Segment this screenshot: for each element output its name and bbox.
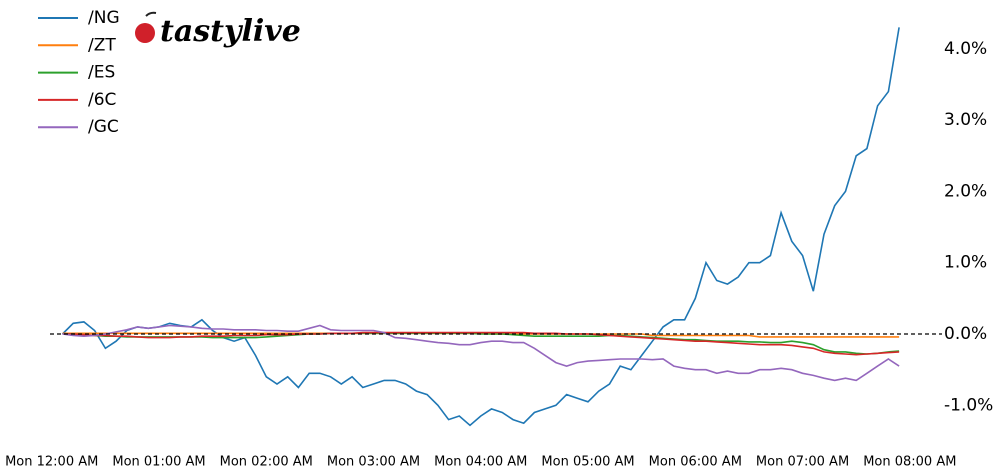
x-tick-label: Mon 05:00 AM [541,455,634,470]
legend-label: /GC [88,117,119,137]
cherry-stem [145,11,157,17]
logo: tastylive [135,11,301,49]
x-tick-label: Mon 08:00 AM [863,455,956,470]
x-tick-label: Mon 03:00 AM [327,455,420,470]
y-tick-label: -1.0% [944,395,993,415]
logo-text: tastylive [160,14,301,49]
x-tick-label: Mon 01:00 AM [112,455,205,470]
x-tick-label: Mon 07:00 AM [756,455,849,470]
y-tick-label: 3.0% [944,110,987,130]
series-line [61,27,900,427]
y-tick-label: 4.0% [944,39,987,59]
series-line [62,331,900,356]
legend-label: /NG [88,8,120,28]
y-tick-label: 0.0% [944,324,987,344]
legend-label: /ZT [88,35,116,55]
x-tick-label: Mon 02:00 AM [220,455,313,470]
series-line [62,324,900,382]
x-tick-label: Mon 06:00 AM [649,455,742,470]
y-tick-label: 1.0% [944,253,987,273]
legend-label: /ES [88,63,115,83]
x-tick-label: Mon 12:00 AM [5,455,98,470]
x-tick-label: Mon 04:00 AM [434,455,527,470]
y-tick-label: 2.0% [944,181,987,201]
legend-label: /6C [88,90,116,110]
cherry [135,23,155,43]
